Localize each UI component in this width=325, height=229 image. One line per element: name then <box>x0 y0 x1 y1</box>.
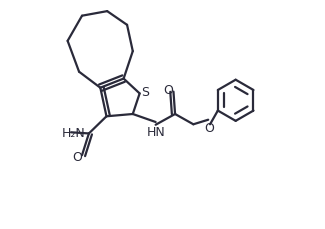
Text: O: O <box>163 83 173 96</box>
Text: O: O <box>72 150 83 163</box>
Text: H₂N: H₂N <box>62 126 86 139</box>
Text: HN: HN <box>146 125 165 138</box>
Text: S: S <box>141 85 150 98</box>
Text: O: O <box>204 121 214 134</box>
